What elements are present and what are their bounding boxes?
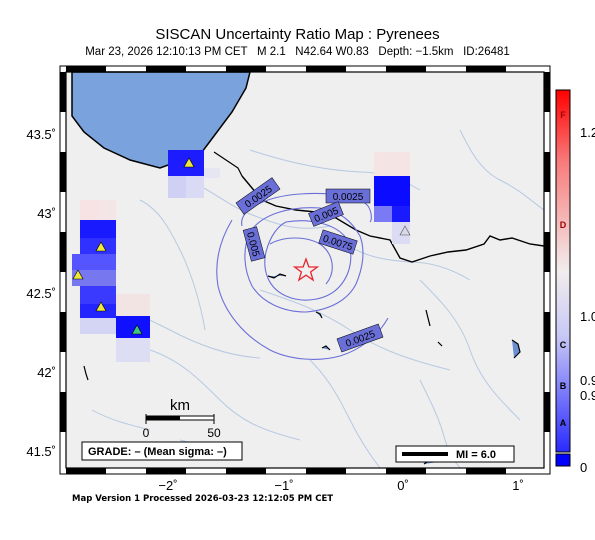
map-title: SISCAN Uncertainty Ratio Map : Pyrenees	[155, 26, 440, 43]
lat-tick-label: 42˚	[37, 365, 56, 380]
lat-tick-label: 41.5˚	[26, 444, 56, 459]
lat-tick-label: 43˚	[37, 206, 56, 221]
colorbar-grade-label: D	[560, 220, 567, 230]
colorbar-grade-label: A	[560, 418, 567, 428]
triangle-icon	[399, 225, 411, 236]
contour-label: 0.0025	[333, 192, 364, 203]
lon-tick-label: 1˚	[512, 478, 524, 493]
lon-tick-label: −2˚	[158, 478, 177, 493]
lakes	[83, 273, 521, 465]
lon-tick-label: −1˚	[274, 478, 293, 493]
triangle-icon	[95, 301, 107, 312]
country-border	[241, 175, 545, 263]
coastline	[213, 151, 243, 177]
scale-bar-start: 0	[143, 426, 150, 440]
stations	[72, 157, 411, 335]
lat-tick-label: 43.5˚	[26, 127, 56, 142]
mi-legend: MI = 6.0	[395, 445, 515, 463]
scale-bar: km 0 50	[143, 397, 221, 440]
lon-labels: −2˚ −1˚ 0˚ 1˚	[158, 478, 523, 493]
frame-ticks	[60, 66, 550, 474]
colorbar-value-label: 0	[580, 460, 587, 475]
colorbar-value-label: 0.9	[580, 373, 595, 388]
lon-tick-label: 0˚	[397, 478, 409, 493]
triangle-icon	[95, 241, 107, 252]
triangle-icon	[72, 269, 84, 280]
colorbar-grade-label: B	[560, 381, 567, 391]
outer-frame	[59, 65, 551, 475]
triangle-icon	[131, 324, 143, 335]
map-subtitle: Mar 23, 2026 12:10:13 PM CET M 2.1 N42.6…	[85, 46, 510, 58]
colorbar-grade-label: F	[560, 110, 566, 120]
grade-box: GRADE: – (Mean sigma: –)	[81, 441, 243, 461]
lat-tick-label: 42.5˚	[26, 286, 56, 301]
colorbar-value-label: 1.0	[580, 309, 595, 324]
map-footer: Map Version 1 Processed 2026-03-23 12:12…	[72, 494, 334, 504]
scale-bar-end: 50	[207, 426, 221, 440]
rivers	[91, 129, 545, 469]
scale-bar-title: km	[170, 397, 190, 414]
star-icon	[292, 257, 320, 282]
colorbar: F D C B A 1.2 1.0 0.9 0.9 0	[555, 89, 595, 475]
grade-text: GRADE: – (Mean sigma: –)	[88, 446, 227, 458]
colorbar-grade-label: C	[560, 340, 567, 350]
colorbar-value-label: 1.2	[580, 125, 595, 140]
colorbar-value-label: 0.9	[580, 388, 595, 403]
triangle-icon	[183, 157, 195, 168]
mi-legend-text: MI = 6.0	[456, 449, 496, 461]
lat-labels: 43.5˚ 43˚ 42.5˚ 42˚ 41.5˚	[26, 127, 56, 459]
